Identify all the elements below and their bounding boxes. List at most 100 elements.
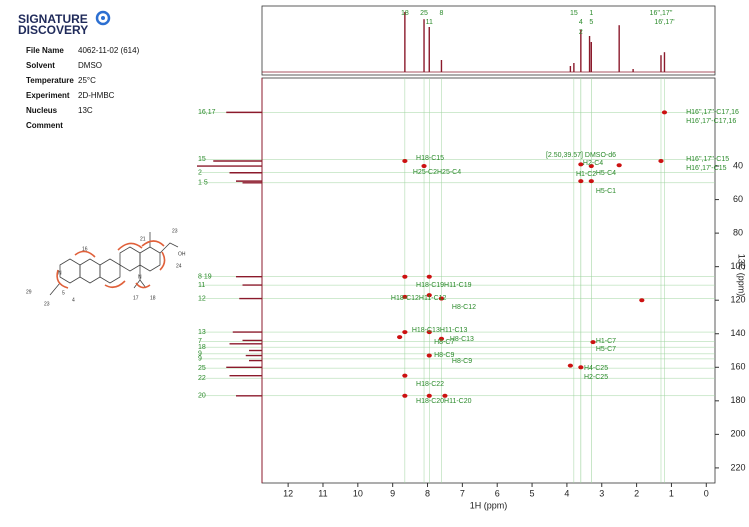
cross-peak (402, 393, 408, 398)
info-value: 25°C (78, 76, 96, 85)
cross-peak (578, 365, 584, 370)
logo-icon (101, 16, 105, 20)
cross-peak (402, 159, 408, 164)
y-tick-label: 220 (730, 462, 745, 472)
logo-text: DISCOVERY (18, 23, 88, 37)
y-tick-label: 60 (733, 194, 743, 204)
carbon-label: 20 (198, 393, 206, 400)
info-value: 4062-11-02 (614) (78, 46, 140, 55)
molecule (49, 232, 179, 296)
cross-peak (658, 159, 664, 164)
peak-label: H8-C12 (452, 304, 476, 311)
y-axis-label: 13C (ppm) (737, 254, 747, 297)
x-tick-label: 9 (390, 488, 395, 498)
cross-peak (438, 336, 445, 341)
logo-icon (95, 10, 111, 26)
cross-peak (402, 330, 408, 335)
logo: SIGNATURE DISCOVERY (18, 10, 111, 37)
carbon-label: 15 (198, 156, 206, 163)
atom-label: N (138, 274, 142, 280)
info-value: 13C (78, 106, 93, 115)
proton-frame (261, 5, 716, 76)
carbon-label: 1 5 (198, 180, 208, 187)
cross-peak (402, 294, 408, 299)
peak-label: H16',17'-C15 (686, 165, 727, 172)
info-label: File Name (26, 46, 64, 55)
cross-peak (438, 296, 445, 301)
peak-label: H8-C13 (450, 336, 474, 343)
atom-label: OH (178, 251, 186, 257)
x-tick-label: 8 (425, 488, 430, 498)
info-value: DMSO (78, 61, 102, 70)
carbon-label: 8 19 (198, 274, 212, 281)
peak-label: H8-C7 (434, 339, 454, 346)
atom-label: 23 (44, 301, 50, 307)
atom-label: 21 (140, 236, 146, 242)
cross-peak (402, 373, 408, 378)
atom-label: 24 (176, 263, 182, 269)
atom-label: 5 (62, 290, 65, 296)
cross-peak (661, 110, 668, 115)
plot (261, 5, 716, 484)
peak-label: [2.50,39.57] DMSO-d6 (546, 152, 616, 159)
carbon-label: 7 (198, 338, 202, 345)
cross-peak (426, 330, 432, 335)
info-label: Solvent (26, 61, 55, 70)
peak-label: H5-C1 (596, 188, 616, 195)
x-tick-label: 0 (704, 488, 709, 498)
peak-label: H8-C9 (452, 358, 472, 365)
carbon-label: 16,17 (198, 109, 216, 116)
y-tick-label: 120 (730, 295, 745, 305)
cross-peak (402, 274, 408, 279)
proton-label: 15 (570, 10, 578, 17)
peak-label: H2-C4 (583, 160, 603, 167)
peak-label: H18-C20H11-C20 (416, 398, 472, 405)
carbon-label: 13 (198, 329, 206, 336)
proton-label: 16',17' (654, 19, 674, 26)
peak-label: H2-C25 (584, 374, 608, 381)
peak-label: H1-C2 (576, 171, 596, 178)
x-tick-label: 11 (318, 488, 327, 498)
cross-peak (567, 363, 573, 368)
atom-label: 29 (26, 289, 32, 295)
atom-label: 18 (150, 295, 156, 301)
carbon-label: 22 (198, 375, 206, 382)
cross-peak (426, 274, 432, 279)
logo-text: SIGNATURE (18, 12, 88, 26)
x-tick-label: 4 (564, 488, 569, 498)
y-tick-label: 200 (730, 429, 745, 439)
cross-peak (426, 293, 432, 298)
carbon-label: 12 (198, 295, 206, 302)
carbon-label: 9 (198, 356, 202, 363)
carbon-label: 25 (198, 365, 206, 372)
x-tick-label: 10 (353, 488, 363, 498)
x-tick-label: 1 (669, 488, 674, 498)
info-label: Temperature (26, 76, 74, 85)
y-tick-label: 100 (730, 261, 745, 271)
atom-label: 17 (133, 295, 139, 301)
cross-peak (590, 340, 596, 345)
y-tick-label: 40 (733, 160, 743, 170)
cross-peak (426, 393, 432, 398)
peak-label: H18-C13H11-C13 (412, 327, 468, 334)
atom-label: 23 (172, 228, 178, 234)
cross-peak (397, 335, 403, 340)
proton-label: 8 (440, 10, 444, 17)
proton-label: 5 (589, 19, 593, 26)
x-tick-label: 5 (530, 488, 535, 498)
proton-label: 1 (589, 10, 593, 17)
proton-label: 11 (426, 19, 433, 26)
peak-label: H5-C7 (596, 346, 616, 353)
carbon-label: 18 (198, 344, 206, 351)
peak-label: H25-C2H25-C4 (413, 169, 461, 176)
cross-peak (588, 179, 594, 184)
x-tick-label: 3 (599, 488, 604, 498)
cross-peak (421, 164, 427, 169)
peak-label: H5-C4 (596, 170, 616, 177)
peak-label: H16',17'-C17,16 (686, 118, 736, 125)
info-label: Nucleus (26, 106, 58, 115)
proton-label: 16'',17'' (650, 10, 673, 17)
info-label: Comment (26, 121, 63, 130)
cross-peak (588, 164, 594, 169)
